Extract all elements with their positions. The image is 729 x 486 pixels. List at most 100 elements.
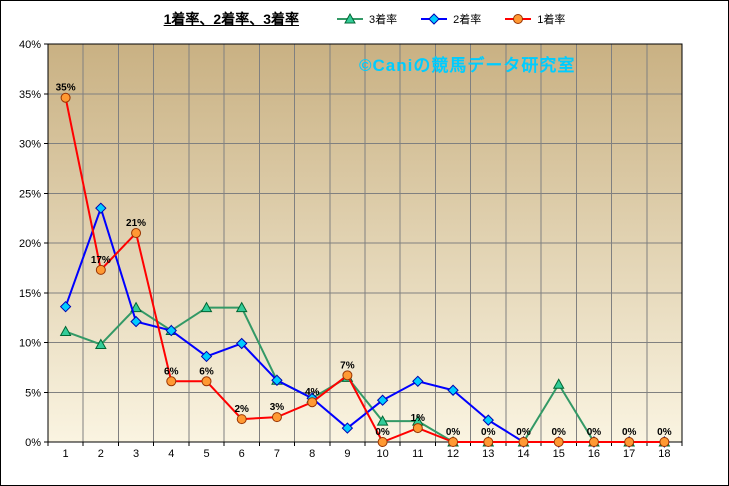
triangle-marker bbox=[344, 13, 356, 24]
x-axis-label: 5 bbox=[203, 448, 209, 460]
circle-marker bbox=[518, 437, 529, 447]
data-label: 2% bbox=[234, 404, 249, 415]
chart-title: 1着率、2着率、3着率 bbox=[163, 11, 299, 27]
circle-marker bbox=[553, 437, 564, 447]
y-axis-label: 0% bbox=[25, 437, 41, 449]
circle-marker bbox=[166, 376, 177, 387]
circle-marker bbox=[624, 437, 635, 447]
diamond-marker bbox=[341, 422, 354, 434]
x-axis-label: 8 bbox=[309, 448, 315, 460]
legend: 3着率 2着率 1着率 bbox=[335, 11, 565, 27]
x-axis-label: 12 bbox=[447, 448, 459, 460]
series-rank1-data-labels: 35% 17% 21% 6% 6% 2% 3% 4% 7% 0% 1% 0% 0% 0% 0% 0% 0% 0% bbox=[56, 83, 672, 438]
diamond-marker bbox=[95, 202, 107, 214]
watermark: ©Caniの競馬データ研究室 bbox=[359, 56, 576, 75]
circle-marker bbox=[448, 437, 459, 447]
diamond-marker bbox=[447, 384, 459, 396]
circle-marker bbox=[342, 370, 353, 381]
y-axis-label: 40% bbox=[19, 39, 41, 51]
x-axis-label: 1 bbox=[63, 448, 69, 460]
data-label: 4% bbox=[305, 387, 320, 398]
diamond-marker bbox=[130, 315, 142, 328]
legend-item-rank3: 3着率 bbox=[335, 11, 397, 27]
triangle-marker bbox=[130, 301, 142, 313]
triangle-marker bbox=[59, 325, 72, 337]
diamond-marker bbox=[412, 375, 424, 388]
diamond-marker bbox=[482, 414, 494, 426]
diamond-marker bbox=[271, 374, 283, 387]
diamond-marker bbox=[59, 300, 72, 313]
legend-item-label: 3着率 bbox=[368, 14, 398, 26]
legend-item-label: 2着率 bbox=[453, 14, 482, 26]
x-axis-label: 9 bbox=[344, 448, 350, 460]
triangle-marker bbox=[94, 338, 107, 349]
data-label: 0% bbox=[375, 427, 390, 438]
data-label: 7% bbox=[340, 360, 355, 371]
y-axis-label: 25% bbox=[19, 188, 41, 200]
legend-item-rank1: 1着率 bbox=[503, 11, 565, 27]
series-rank1 bbox=[60, 92, 670, 447]
x-axis-label: 11 bbox=[412, 448, 423, 460]
data-label: 0% bbox=[551, 427, 566, 438]
diamond-marker bbox=[165, 324, 177, 337]
diamond-marker bbox=[428, 13, 440, 25]
legend-item-label: 1着率 bbox=[537, 14, 566, 26]
x-axis-label: 4 bbox=[168, 448, 174, 460]
y-axis-label: 5% bbox=[25, 387, 41, 399]
rank2-legend-marker-icon bbox=[421, 13, 448, 25]
x-axis-label: 6 bbox=[239, 448, 245, 460]
circle-marker bbox=[131, 228, 142, 239]
x-axis-label: 2 bbox=[98, 448, 104, 460]
data-label: 0% bbox=[587, 427, 602, 438]
series-rank1-line bbox=[64, 97, 665, 443]
data-label: 0% bbox=[657, 427, 672, 438]
triangle-marker bbox=[235, 301, 248, 313]
data-label: 0% bbox=[446, 427, 461, 438]
data-label: 0% bbox=[516, 427, 531, 438]
y-axis-label: 20% bbox=[19, 238, 41, 250]
diamond-marker bbox=[376, 394, 389, 406]
data-label: 1% bbox=[411, 413, 426, 424]
series-rank3-line bbox=[65, 306, 665, 443]
data-label: 0% bbox=[622, 427, 637, 438]
y-axis-label: 30% bbox=[19, 139, 41, 151]
diamond-marker bbox=[200, 350, 213, 363]
circle-marker bbox=[60, 92, 71, 103]
x-axis-label: 15 bbox=[553, 448, 565, 460]
circle-marker bbox=[377, 437, 388, 447]
x-axis-label: 13 bbox=[482, 448, 494, 460]
x-axis-label: 16 bbox=[588, 448, 600, 460]
data-label: 21% bbox=[126, 218, 146, 229]
triangle-marker bbox=[552, 378, 565, 389]
x-axis-label: 7 bbox=[274, 448, 280, 460]
x-axis-labels: 1 2 3 4 5 6 7 8 9 10 11 12 13 14 15 16 17 18 bbox=[63, 448, 671, 460]
circle-marker bbox=[307, 397, 318, 408]
circle-marker bbox=[483, 437, 494, 447]
rank1-legend-marker-icon bbox=[505, 14, 532, 24]
circle-marker bbox=[201, 376, 212, 387]
circle-marker bbox=[236, 414, 247, 425]
data-label: 0% bbox=[481, 427, 496, 438]
circle-marker bbox=[513, 14, 524, 24]
y-axis-label: 35% bbox=[19, 89, 41, 101]
data-label: 3% bbox=[270, 402, 285, 413]
x-axis-label: 17 bbox=[623, 448, 635, 460]
triangle-marker bbox=[200, 301, 213, 313]
triangle-marker bbox=[376, 415, 389, 426]
y-axis-label: 10% bbox=[19, 338, 41, 350]
data-label: 35% bbox=[56, 83, 76, 94]
y-axis-labels: 0% 5% 10% 15% 20% 25% 30% 35% 40% bbox=[19, 39, 41, 449]
data-label: 6% bbox=[199, 366, 214, 377]
x-axis-label: 3 bbox=[133, 448, 139, 460]
x-axis-label: 14 bbox=[517, 448, 529, 460]
x-axis-label: 18 bbox=[658, 448, 670, 460]
circle-marker bbox=[412, 423, 423, 434]
circle-marker bbox=[588, 437, 599, 447]
y-axis-label: 15% bbox=[19, 288, 41, 300]
data-label: 6% bbox=[164, 366, 179, 377]
diamond-marker bbox=[236, 337, 248, 350]
legend-item-rank2: 2着率 bbox=[419, 11, 481, 27]
circle-marker bbox=[271, 412, 282, 423]
